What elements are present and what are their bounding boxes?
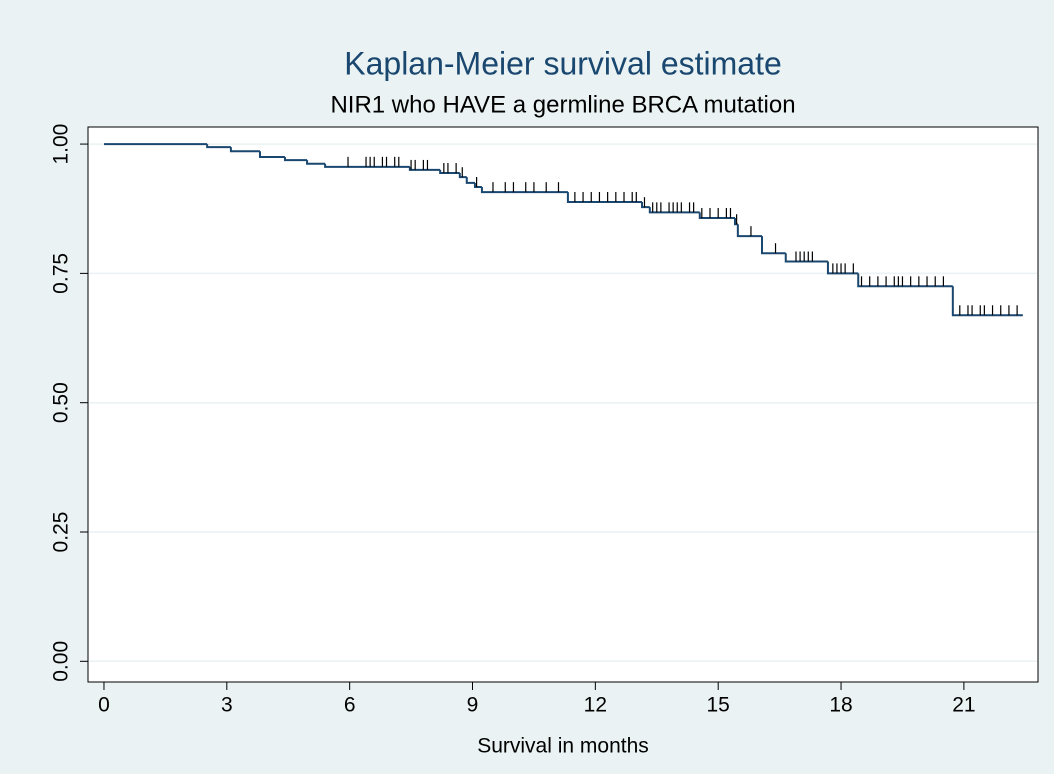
survival-step	[761, 236, 786, 255]
survival-step	[306, 160, 326, 165]
y-tick-label: 0.75	[50, 253, 73, 294]
x-tick-label: 3	[221, 694, 233, 717]
chart-subtitle: NIR1 who HAVE a germline BRCA mutation	[330, 91, 795, 118]
x-tick-label: 9	[467, 694, 479, 717]
survival-step	[408, 166, 441, 171]
x-tick-label: 18	[829, 694, 852, 717]
y-tick-label: 0.00	[50, 641, 73, 682]
survival-step	[283, 157, 308, 162]
x-tick-label: 12	[584, 694, 607, 717]
survival-step	[826, 261, 859, 275]
survival-step	[439, 169, 460, 175]
survival-step	[480, 187, 568, 194]
survival-step	[648, 207, 700, 214]
survival-step	[229, 147, 260, 153]
x-axis-label: Survival in months	[477, 735, 649, 758]
survival-step	[566, 192, 643, 203]
survival-step	[698, 212, 735, 220]
y-tick-label: 1.00	[50, 124, 73, 165]
x-tick-label: 21	[952, 694, 975, 717]
survival-step	[951, 286, 1023, 317]
survival-step	[258, 151, 285, 158]
survival-step	[784, 253, 828, 263]
survival-step	[458, 173, 467, 179]
y-tick-label: 0.25	[50, 512, 73, 553]
survival-step	[206, 144, 231, 149]
survival-step	[857, 273, 953, 288]
x-tick-label: 6	[344, 694, 356, 717]
x-tick-label: 0	[98, 694, 110, 717]
plot-area	[87, 126, 1039, 683]
y-tick-label: 0.50	[50, 382, 73, 423]
survival-step	[473, 182, 482, 188]
x-tick-label: 15	[707, 694, 730, 717]
survival-step	[324, 163, 410, 168]
survival-step	[465, 177, 475, 184]
survival-step	[641, 202, 650, 209]
survival-step	[736, 224, 763, 238]
chart-title: Kaplan-Meier survival estimate	[344, 45, 782, 81]
